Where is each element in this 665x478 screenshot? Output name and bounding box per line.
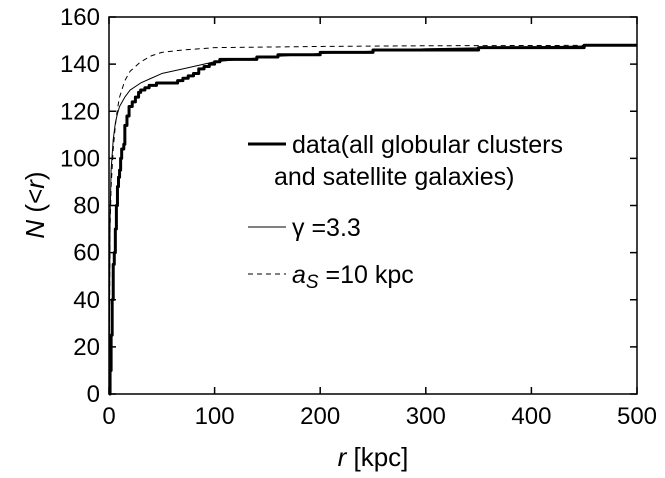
y-tick-label: 20 xyxy=(73,334,100,361)
x-axis-ticks: 0 100 200 300 400 500 xyxy=(102,17,657,430)
series-line-0 xyxy=(108,43,637,396)
x-tick-label: 200 xyxy=(300,403,340,430)
y-tick-label: 120 xyxy=(60,98,100,125)
y-tick-label: 40 xyxy=(73,287,100,314)
y-axis-label: N (<r) xyxy=(20,171,50,238)
series-line-1 xyxy=(108,44,638,395)
y-axis-rest: (< xyxy=(20,189,50,220)
y-tick-label: 160 xyxy=(60,4,100,31)
legend-gamma-symbol: γ xyxy=(292,214,305,242)
y-tick-label: 80 xyxy=(73,193,100,220)
legend-gamma-value: =3.3 xyxy=(305,214,361,242)
series-line-2 xyxy=(108,44,638,395)
legend-label-data-line1: data(all globular clusters xyxy=(292,131,563,159)
y-tick-label: 100 xyxy=(60,145,100,172)
y-tick-label: 0 xyxy=(87,381,100,408)
y-tick-label: 60 xyxy=(73,240,100,267)
x-axis-var: r xyxy=(338,442,348,472)
x-tick-label: 100 xyxy=(195,403,235,430)
y-tick-label: 140 xyxy=(60,51,100,78)
plot-frame xyxy=(108,16,638,395)
legend-as-subscript: S xyxy=(306,272,319,293)
y-axis-ticks: 0 20 40 60 80 100 120 140 160 xyxy=(60,4,637,408)
x-tick-label: 0 xyxy=(102,403,115,430)
legend-label-gamma: γ =3.3 xyxy=(292,214,361,242)
x-axis-unit: [kpc] xyxy=(346,442,408,472)
y-axis-var: N xyxy=(20,220,50,239)
x-tick-label: 300 xyxy=(406,403,446,430)
legend-as-symbol: a xyxy=(292,261,306,289)
x-axis-label: r [kpc] xyxy=(338,442,409,472)
legend-label-as: aS =10 kpc xyxy=(292,261,414,293)
legend-label-data: data(all globular clusters and satellite… xyxy=(274,131,570,191)
x-tick-label: 500 xyxy=(617,403,657,430)
plot-area xyxy=(108,43,638,396)
y-axis-var2: r xyxy=(20,179,50,189)
legend-label-data-line2: and satellite galaxies) xyxy=(274,163,514,191)
y-axis-close: ) xyxy=(20,171,50,180)
x-tick-label: 400 xyxy=(511,403,551,430)
legend: data(all globular clusters and satellite… xyxy=(248,131,570,293)
legend-as-value: =10 kpc xyxy=(319,261,414,289)
